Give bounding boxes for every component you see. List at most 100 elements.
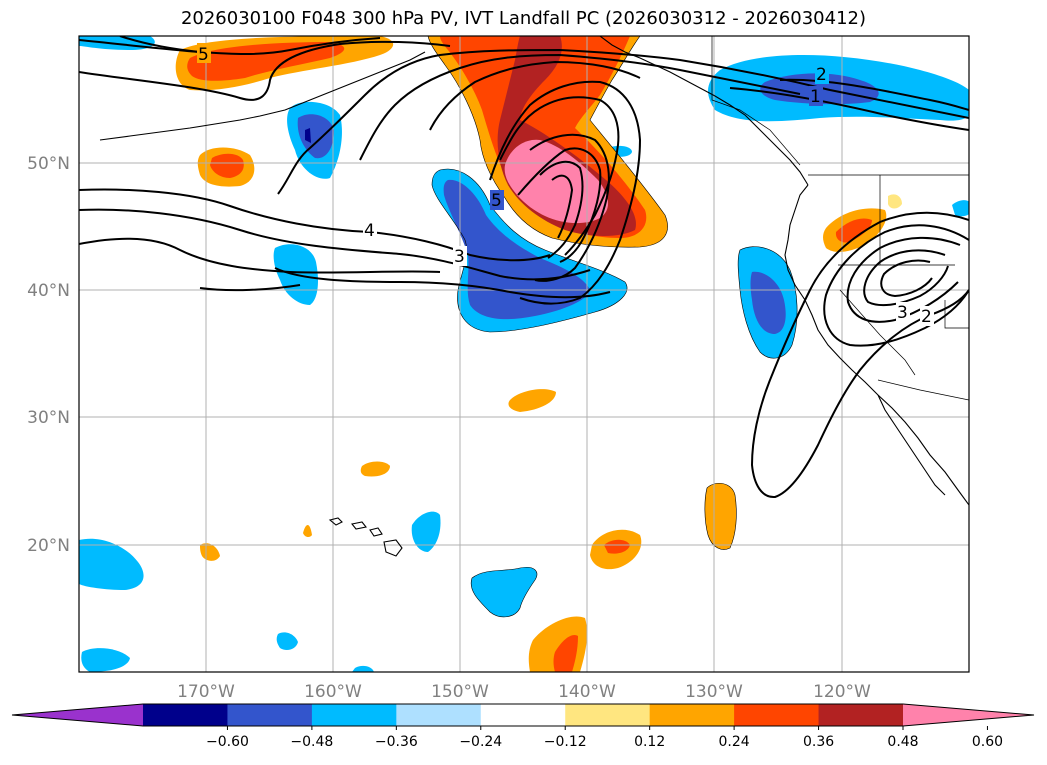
neg-region-south-center — [471, 567, 537, 617]
lat-label-40n: 40°N — [27, 281, 70, 301]
contour-label-bg-3 — [809, 86, 823, 106]
contour-west-3 — [79, 237, 441, 274]
neg-region-bottom-left — [81, 648, 130, 672]
coastlines — [99, 36, 969, 557]
pos-core-south-center — [604, 539, 630, 554]
coast-aleutians — [99, 51, 426, 141]
neg-region-bottom-center — [352, 665, 374, 672]
coast-hawaii-big — [383, 539, 403, 557]
colorbar-tick-label: 0.12 — [634, 734, 665, 750]
map-frame — [78, 35, 970, 673]
neg-region-southwest — [79, 538, 144, 590]
contour-labels: 5 2 1 4 3 5 3 2 — [197, 43, 934, 327]
contour-ridge-inner-4 — [551, 174, 574, 239]
pos-region-central-small — [508, 389, 556, 412]
contour-label-bg-8 — [920, 306, 934, 326]
contour-label-3-east: 3 — [897, 303, 908, 323]
lat-label-30n: 30°N — [27, 408, 70, 428]
colorbar-tick-label: −0.24 — [459, 734, 502, 750]
positive-anomaly-fills — [175, 36, 902, 672]
pos-core-west-small — [210, 153, 244, 178]
fill-outlines — [427, 36, 798, 618]
colorbar-segment — [565, 704, 651, 726]
coast-hawaii-3 — [369, 527, 383, 537]
pos-region-hawaii-north — [360, 461, 390, 477]
colorbar: −0.60 −0.48 −0.36 −0.24 −0.12 0.12 0.24 0.36 0.4… — [11, 703, 1035, 750]
outline-central-band — [431, 168, 628, 333]
map-title: 2026030100 F048 300 hPa PV, IVT Landfall… — [180, 8, 867, 29]
lon-label-170w: 170°W — [177, 682, 235, 702]
contour-trough-2 — [823, 224, 969, 347]
border-alaska-canada — [711, 36, 801, 166]
contour-label-1-east: 1 — [810, 87, 821, 107]
border-states-3 — [839, 289, 916, 376]
coast-hawaii-1 — [328, 517, 343, 526]
coast-bc — [784, 184, 969, 506]
contour-ridge-2 — [359, 53, 801, 161]
colorbar-tick-label: 0.60 — [972, 734, 1003, 750]
contour-ridge-1 — [277, 48, 969, 195]
lon-label-160w: 160°W — [304, 682, 362, 702]
contour-label-bg-1 — [197, 43, 211, 63]
neg-region-hawaii — [411, 511, 441, 552]
contour-trough-outer — [750, 211, 969, 499]
colorbar-extend-high — [903, 704, 1034, 726]
contour-label-bg-4 — [363, 220, 377, 240]
colorbar-tick-label: 0.24 — [719, 734, 750, 750]
pos-region-east-small — [888, 194, 902, 209]
colorbar-tick-label: −0.48 — [290, 734, 333, 750]
contour-west-5 — [199, 284, 301, 292]
contour-ridge-inner-5 — [529, 133, 610, 282]
outline-main-ridge — [427, 36, 668, 248]
colorbar-segment — [818, 704, 904, 726]
neg-region-far-east — [952, 200, 969, 217]
neg-core-north-center — [297, 114, 334, 159]
neg-core-east-coast — [750, 271, 786, 334]
pos-main-ridge-peak — [504, 139, 609, 224]
contour-label-bg-6 — [490, 190, 504, 210]
colorbar-segment — [480, 704, 566, 726]
neg-dot-north-center — [305, 128, 311, 143]
lon-label-130w: 130°W — [685, 682, 743, 702]
colorbar-tick-label: −0.60 — [206, 734, 249, 750]
coast-hawaii-2 — [351, 521, 367, 530]
pos-region-east-tall — [704, 483, 737, 550]
contour-trough-5 — [880, 259, 933, 298]
neg-core-central-band — [443, 179, 590, 320]
colorbar-segment — [649, 704, 735, 726]
contour-label-bg-5 — [453, 246, 467, 266]
pos-core-bottom-south — [553, 634, 578, 672]
outline-south-center — [470, 567, 538, 618]
contour-west-2 — [79, 208, 591, 281]
contour-label-5-north: 5 — [198, 45, 209, 65]
graticule — [79, 36, 969, 672]
colorbar-tick-label: 0.36 — [803, 734, 834, 750]
contour-ridge-big — [489, 80, 642, 305]
neg-region-small-south — [276, 632, 298, 650]
colorbar-segment — [143, 704, 228, 726]
pos-region-small-west — [200, 543, 220, 561]
lat-label-50n: 50°N — [27, 154, 70, 174]
contour-north-1 — [79, 40, 451, 101]
contour-ridge-3 — [429, 60, 641, 131]
contour-label-2-east: 2 — [816, 65, 827, 85]
contour-ridge-inner-2 — [517, 147, 602, 263]
contour-label-4-west: 4 — [364, 221, 375, 241]
lon-label-120w: 120°W — [813, 682, 871, 702]
colorbar-segment — [396, 704, 482, 726]
contour-label-3-west: 3 — [454, 247, 465, 267]
pos-region-tiny-west — [303, 524, 312, 538]
contour-north-3 — [119, 36, 201, 53]
map-panel: 5 2 1 4 3 5 3 2 — [79, 36, 969, 672]
contour-north-2 — [79, 37, 381, 55]
pos-core-coast — [835, 218, 872, 243]
colorbar-tick-label: −0.12 — [544, 734, 587, 750]
contour-1-east — [729, 87, 969, 131]
contour-4-west — [79, 188, 551, 262]
colorbar-outline — [11, 703, 1035, 727]
longitude-axis: 170°W 160°W 150°W 140°W 130°W 120°W — [177, 682, 871, 702]
pv-contours — [79, 36, 969, 499]
contour-ridge-inner-3 — [539, 160, 584, 259]
colorbar-segment — [311, 704, 397, 726]
coast-baja — [877, 394, 946, 496]
